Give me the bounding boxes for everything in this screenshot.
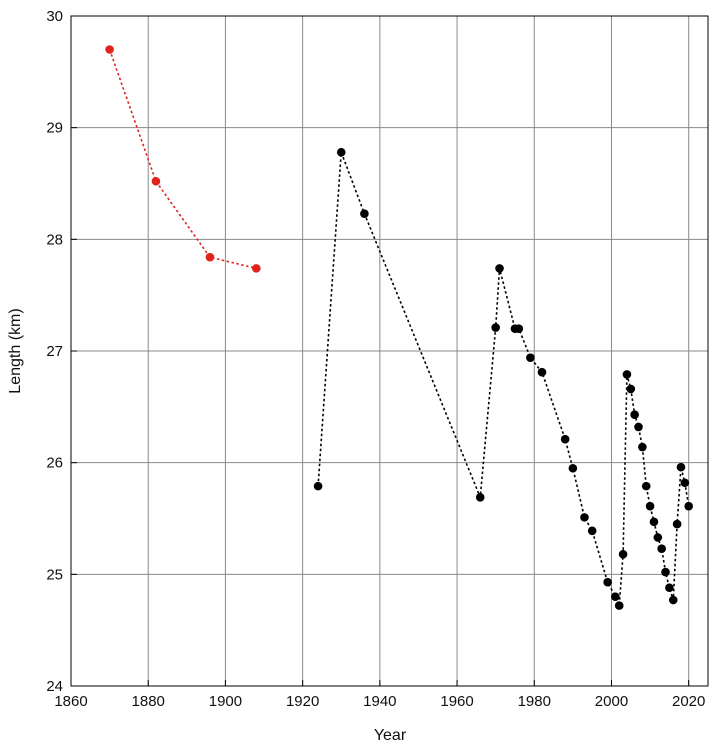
series-layer	[105, 45, 693, 610]
data-point	[626, 384, 636, 394]
data-point	[252, 264, 261, 273]
data-point	[526, 353, 535, 363]
data-point	[537, 367, 547, 377]
data-point	[475, 492, 485, 502]
x-tick-label: 1960	[440, 693, 473, 710]
data-point	[622, 370, 632, 379]
y-tick-label: 29	[46, 120, 63, 137]
y-tick-label: 26	[46, 455, 63, 472]
x-tick-label: 2000	[595, 693, 628, 710]
y-tick-label: 30	[46, 8, 63, 25]
data-point	[665, 583, 674, 593]
series-line	[317, 151, 690, 606]
data-point	[495, 264, 504, 273]
data-point	[649, 517, 659, 527]
x-tick-label: 1900	[209, 693, 242, 710]
grid-lines	[70, 15, 708, 687]
x-tick-label: 2020	[672, 693, 705, 710]
x-tick-label: 1920	[286, 693, 319, 710]
data-point	[645, 501, 655, 511]
data-point	[661, 567, 670, 577]
data-point	[668, 595, 678, 605]
y-tick-label: 24	[46, 678, 63, 695]
y-axis: 24 25 26 27 28 29 30	[46, 8, 77, 695]
data-point	[603, 577, 612, 587]
data-point	[313, 481, 323, 491]
data-series	[105, 45, 261, 273]
x-axis: 1860 1880 1900 1920 1940 1960 1980 2000 2020	[54, 680, 705, 710]
data-point	[672, 519, 682, 529]
data-point	[151, 176, 161, 186]
data-point	[105, 45, 114, 54]
y-tick-label: 25	[46, 566, 63, 583]
data-point	[638, 442, 647, 452]
data-point	[491, 323, 500, 332]
data-point	[680, 478, 690, 488]
data-point	[587, 526, 597, 536]
data-point	[514, 324, 524, 333]
data-point	[676, 462, 686, 472]
data-point	[684, 501, 693, 511]
y-tick-label: 27	[46, 343, 63, 360]
data-point	[614, 601, 624, 610]
data-point	[205, 252, 215, 262]
data-point	[641, 481, 651, 491]
data-point	[580, 513, 589, 522]
data-point	[653, 533, 663, 542]
data-point	[568, 463, 578, 473]
y-tick-label: 28	[46, 231, 63, 248]
data-point	[657, 544, 666, 553]
y-axis-label: Length (km)	[7, 308, 24, 393]
data-point	[634, 422, 643, 432]
data-point	[360, 209, 369, 218]
series-line	[108, 49, 257, 270]
x-tick-label: 1880	[132, 693, 165, 710]
x-axis-label: Year	[374, 727, 407, 744]
data-point	[560, 434, 570, 444]
data-point	[336, 147, 346, 157]
data-point	[630, 410, 639, 419]
x-tick-label: 1940	[363, 693, 396, 710]
data-point	[618, 549, 628, 559]
data-series	[313, 147, 693, 610]
x-tick-label: 1860	[54, 693, 87, 710]
x-tick-label: 1980	[518, 693, 551, 710]
data-point	[611, 592, 620, 601]
